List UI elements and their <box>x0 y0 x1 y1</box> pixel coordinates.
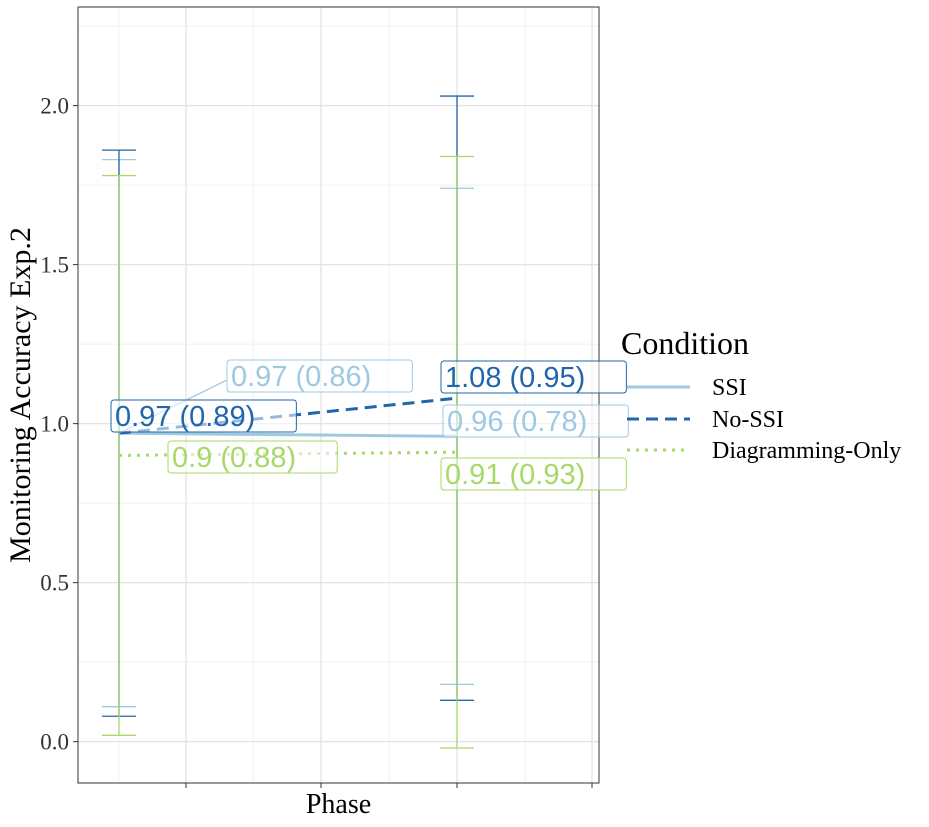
legend-label: SSI <box>712 375 747 401</box>
y-tick-label: 1.0 <box>40 412 69 437</box>
label-text: 0.96 (0.78) <box>447 406 587 438</box>
legend-item: SSI <box>627 375 747 401</box>
legend-title: Condition <box>621 325 749 361</box>
label-box <box>440 457 627 491</box>
data-label-layer: 0.97 (0.86) 0.96 (0.78) 0.97 (0.89) 1.08 (0… <box>110 359 629 491</box>
legend-label: No-SSI <box>712 407 784 433</box>
data-label: 0.96 (0.78) <box>442 404 629 438</box>
legend: Condition SSI No-SSI Diagramming-Only <box>621 325 901 464</box>
y-tick-label: 0.0 <box>40 730 69 755</box>
label-box <box>440 360 627 394</box>
grid-major <box>78 7 599 783</box>
y-axis-title: Monitoring Accuracy Exp.2 <box>4 227 37 563</box>
y-axis: 0.0 0.5 1.0 1.5 2.0 <box>40 94 78 755</box>
label-box <box>110 399 297 433</box>
data-label: 0.9 (0.88) <box>167 440 338 474</box>
label-text: 1.08 (0.95) <box>445 362 585 394</box>
plot-panel <box>77 6 600 784</box>
label-text: 0.97 (0.86) <box>231 361 371 393</box>
legend-item: Diagramming-Only <box>627 438 901 464</box>
legend-label: Diagramming-Only <box>712 438 901 464</box>
label-text: 0.97 (0.89) <box>115 401 255 433</box>
label-box <box>167 440 338 474</box>
grid-minor <box>78 7 599 783</box>
data-label: 1.08 (0.95) <box>440 360 627 394</box>
y-tick-label: 1.5 <box>40 253 69 278</box>
label-text: 0.91 (0.93) <box>445 459 585 491</box>
label-box <box>226 359 413 393</box>
label-text: 0.9 (0.88) <box>172 442 296 474</box>
series-line <box>118 431 458 438</box>
x-axis <box>185 783 593 788</box>
data-label: 0.91 (0.93) <box>440 457 627 491</box>
data-label: 0.97 (0.89) <box>110 399 297 433</box>
label-box <box>442 404 629 438</box>
legend-item: No-SSI <box>627 407 784 433</box>
series-ssi <box>102 159 474 708</box>
y-tick-label: 0.5 <box>40 571 69 596</box>
x-axis-title: Phase <box>306 789 371 820</box>
y-tick-label: 2.0 <box>40 94 69 119</box>
